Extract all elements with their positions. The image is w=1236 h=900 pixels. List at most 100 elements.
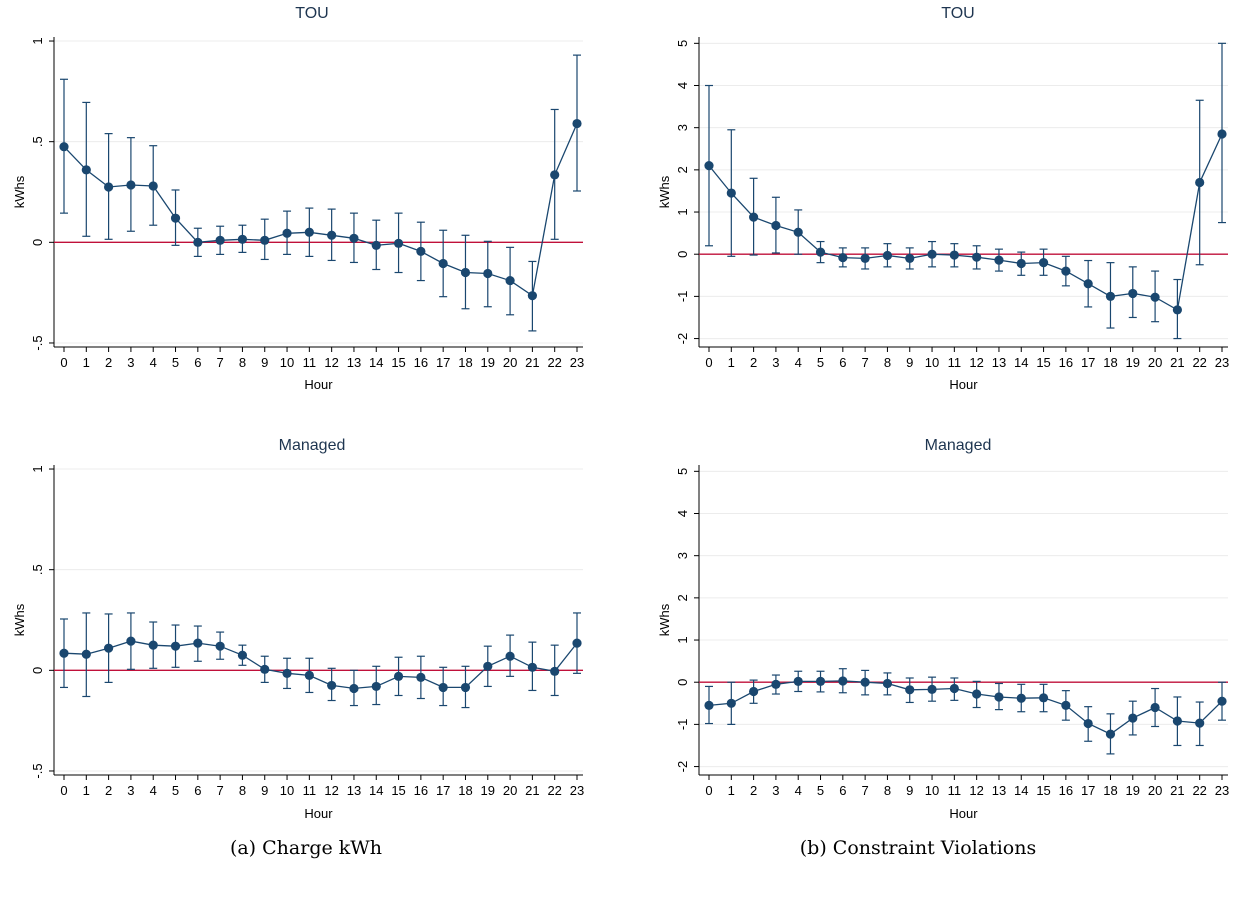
y-tick-label: -.5 — [30, 763, 45, 778]
x-tick-label: 6 — [194, 783, 201, 798]
x-tick-label: 21 — [1170, 783, 1184, 798]
data-point — [749, 212, 759, 222]
data-point — [104, 182, 114, 192]
data-point — [304, 227, 314, 237]
data-point — [726, 188, 736, 198]
data-point — [215, 641, 225, 651]
y-tick-label: 1 — [675, 636, 690, 643]
data-point — [505, 651, 515, 661]
y-tick-label: 2 — [675, 594, 690, 601]
data-point — [438, 258, 448, 269]
data-point — [260, 664, 270, 674]
data-point — [1172, 716, 1182, 726]
x-tick-label: 13 — [992, 355, 1006, 370]
x-tick-label: 11 — [948, 783, 962, 798]
x-tick-label: 12 — [324, 783, 338, 798]
data-point — [1105, 291, 1116, 301]
x-tick-label: 15 — [391, 783, 405, 798]
data-point — [416, 672, 426, 682]
x-tick-label: 5 — [817, 355, 824, 370]
x-tick-label: 12 — [969, 783, 983, 798]
series-line — [63, 123, 578, 297]
x-tick-label: 6 — [839, 355, 846, 370]
data-point — [483, 661, 493, 671]
x-tick-label: 7 — [862, 355, 869, 370]
data-point — [749, 686, 759, 697]
x-tick-label: 7 — [217, 783, 224, 798]
x-tick-label: 4 — [795, 783, 802, 798]
x-tick-label: 0 — [705, 355, 712, 370]
x-tick-label: 14 — [369, 783, 383, 798]
data-point — [1083, 279, 1093, 289]
y-tick-label: -1 — [675, 719, 690, 731]
data-point — [949, 683, 959, 694]
data-point — [215, 235, 225, 245]
panel-charge-tou: -.50.510 1 2 3 4 5 6 7 8 9 10 11 12 13 14 15 16 17 18 19 20 2… — [12, 5, 584, 392]
data-point — [237, 234, 248, 244]
x-tick-label: 8 — [239, 355, 246, 370]
data-point — [882, 678, 893, 689]
data-point — [304, 670, 314, 680]
data-point — [1083, 718, 1093, 729]
y-tick-label: 0 — [675, 679, 690, 686]
x-tick-label: 2 — [105, 355, 112, 370]
y-tick-label: 1 — [30, 465, 45, 472]
data-point — [793, 676, 803, 686]
data-point — [927, 249, 937, 259]
x-tick-label: 2 — [750, 783, 757, 798]
data-point — [393, 671, 404, 681]
data-point — [905, 685, 915, 695]
x-tick-label: 0 — [60, 355, 67, 370]
y-axis-label: kWhs — [12, 175, 27, 208]
data-point — [882, 250, 893, 261]
x-tick-label: 20 — [503, 355, 517, 370]
x-tick-label: 16 — [414, 355, 428, 370]
x-tick-label: 14 — [369, 355, 383, 370]
data-point — [572, 638, 582, 648]
y-tick-label: 3 — [675, 124, 690, 131]
x-tick-label: 21 — [525, 783, 539, 798]
y-tick-label: .5 — [30, 136, 45, 147]
x-tick-label: 0 — [60, 783, 67, 798]
x-tick-label: 11 — [303, 355, 317, 370]
x-tick-label: 3 — [127, 355, 134, 370]
x-tick-label: 4 — [795, 355, 802, 370]
panel-title: TOU — [941, 5, 974, 22]
data-point — [371, 681, 381, 692]
x-tick-label: 12 — [969, 355, 983, 370]
data-point — [704, 700, 714, 711]
y-tick-label: 0 — [675, 251, 690, 258]
x-tick-label: 3 — [127, 783, 134, 798]
x-tick-label: 4 — [150, 783, 157, 798]
data-point — [148, 181, 158, 191]
data-point — [416, 246, 426, 256]
data-point — [572, 118, 582, 129]
x-tick-label: 15 — [391, 355, 405, 370]
data-point — [81, 649, 91, 659]
data-point — [972, 689, 982, 699]
x-tick-label: 19 — [481, 355, 495, 370]
data-point — [126, 180, 136, 190]
x-tick-label: 17 — [436, 355, 450, 370]
caption-left: (a) Charge kWh — [230, 837, 382, 859]
x-tick-label: 10 — [925, 355, 939, 370]
data-point — [126, 636, 136, 646]
y-tick-label: -2 — [675, 333, 690, 345]
data-point — [170, 641, 181, 651]
panel-title: TOU — [295, 5, 328, 22]
y-axis-label: kWhs — [657, 175, 672, 208]
data-point — [1061, 266, 1071, 276]
x-tick-label: 23 — [570, 355, 584, 370]
x-tick-label: 18 — [1103, 355, 1117, 370]
data-point — [327, 680, 337, 691]
data-point — [104, 643, 114, 653]
data-point — [349, 233, 359, 243]
x-tick-label: 7 — [217, 355, 224, 370]
y-tick-label: 2 — [675, 166, 690, 173]
x-tick-label: 5 — [172, 355, 179, 370]
data-point — [815, 676, 826, 686]
x-tick-label: 10 — [280, 783, 294, 798]
data-point — [1172, 305, 1182, 315]
x-tick-label: 15 — [1036, 355, 1050, 370]
